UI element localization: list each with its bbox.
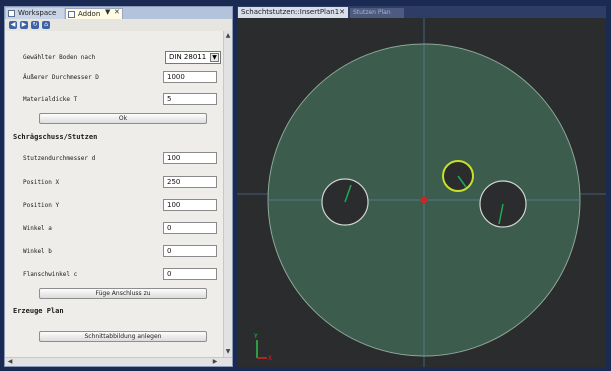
tab-addon-label: Addon [78, 10, 101, 18]
tab-workspace-label: Workspace [18, 9, 57, 17]
norm-select-value: DIN 28011 [169, 53, 207, 61]
tab-insert-plan-label: Schachtstutzen::InsertPlan1 [241, 8, 340, 16]
workspace-icon [8, 10, 15, 17]
thickness-label: Materialdicke T [23, 96, 78, 103]
tab-insert-plan[interactable]: Schachtstutzen::InsertPlan1 ✕ [238, 7, 348, 18]
nozzle-diameter-field[interactable]: 100 [163, 152, 217, 164]
norm-label: Gewählter Boden nach [23, 54, 96, 61]
create-plan-button[interactable]: Schnittabbildung anlegen [39, 331, 207, 342]
generate-plan-title: Erzeuge Plan [13, 307, 64, 315]
scroll-up-icon[interactable]: ▲ [225, 32, 231, 39]
y-axis-label: Y [253, 333, 258, 340]
chevron-down-icon[interactable]: ▼ [210, 53, 219, 62]
nozzle-diameter-label: Stutzendurchmesser d [23, 155, 96, 162]
ok-button[interactable]: Ok [39, 113, 207, 124]
nozzle-section-title: Schrägschuss/Stutzen [13, 133, 98, 141]
scroll-left-icon[interactable]: ◀ [7, 358, 13, 365]
angle-a-label: Winkel a [23, 225, 52, 232]
scroll-down-icon[interactable]: ▼ [225, 348, 231, 355]
nozzle-form: Gewählter Boden nach DIN 28011 ▼ Äußerer… [5, 31, 223, 359]
nozzle-marker-selected [457, 175, 467, 188]
horizontal-scrollbar[interactable]: ◀ ▶ [5, 357, 232, 366]
angle-b-label: Winkel b [23, 248, 52, 255]
3d-viewport[interactable]: Schachtstutzen::InsertPlan1 ✕ Stutzen Pl… [237, 6, 606, 367]
position-y-field[interactable]: 100 [163, 199, 217, 211]
drawing-canvas[interactable]: Y X [237, 18, 606, 367]
panel-tab-bar: Workspace Addon ▼ ✕ [5, 7, 232, 19]
thickness-field[interactable]: 5 [163, 93, 217, 105]
vertical-scrollbar[interactable]: ▲ ▼ [223, 31, 232, 357]
position-x-label: Position X [23, 179, 60, 186]
scroll-right-icon[interactable]: ▶ [212, 358, 218, 365]
nozzle-marker-right [498, 203, 504, 225]
tab-addon[interactable]: Addon [65, 8, 123, 19]
home-icon[interactable]: ⌂ [42, 21, 50, 29]
back-icon[interactable]: ◀ [9, 21, 17, 29]
close-icon[interactable]: ✕ [114, 8, 120, 16]
refresh-icon[interactable]: ↻ [31, 21, 39, 29]
norm-select[interactable]: DIN 28011 ▼ [165, 51, 221, 64]
close-icon[interactable]: ✕ [339, 8, 345, 16]
pin-icon[interactable]: ▼ [105, 8, 111, 16]
outer-diameter-label: Äußerer Durchmesser D [23, 74, 99, 81]
angle-a-field[interactable]: 0 [163, 222, 217, 234]
add-nozzle-button[interactable]: Füge Anschluss zu [39, 288, 207, 299]
position-y-label: Position Y [23, 202, 60, 209]
panel-toolbar: ◀ ▶ ↻ ⌂ [5, 19, 232, 31]
x-axis-label: X [268, 355, 272, 362]
addon-icon [68, 11, 75, 18]
angle-b-field[interactable]: 0 [163, 245, 217, 257]
nozzle-marker-left [344, 184, 352, 203]
axis-triad-icon: Y X [253, 333, 272, 362]
tab-workspace[interactable]: Workspace [6, 8, 64, 19]
position-x-field[interactable]: 250 [163, 176, 217, 188]
forward-icon[interactable]: ▶ [20, 21, 28, 29]
flange-angle-label: Flanschwinkel c [23, 271, 78, 278]
addon-panel: Workspace Addon ▼ ✕ ◀ ▶ ↻ ⌂ Gewählter Bo… [4, 6, 233, 367]
flange-angle-field[interactable]: 0 [163, 268, 217, 280]
tab-nozzle-plan[interactable]: Stutzen Plan [350, 8, 404, 18]
viewport-tab-bar: Schachtstutzen::InsertPlan1 ✕ Stutzen Pl… [237, 6, 606, 18]
outer-diameter-field[interactable]: 1000 [163, 71, 217, 83]
